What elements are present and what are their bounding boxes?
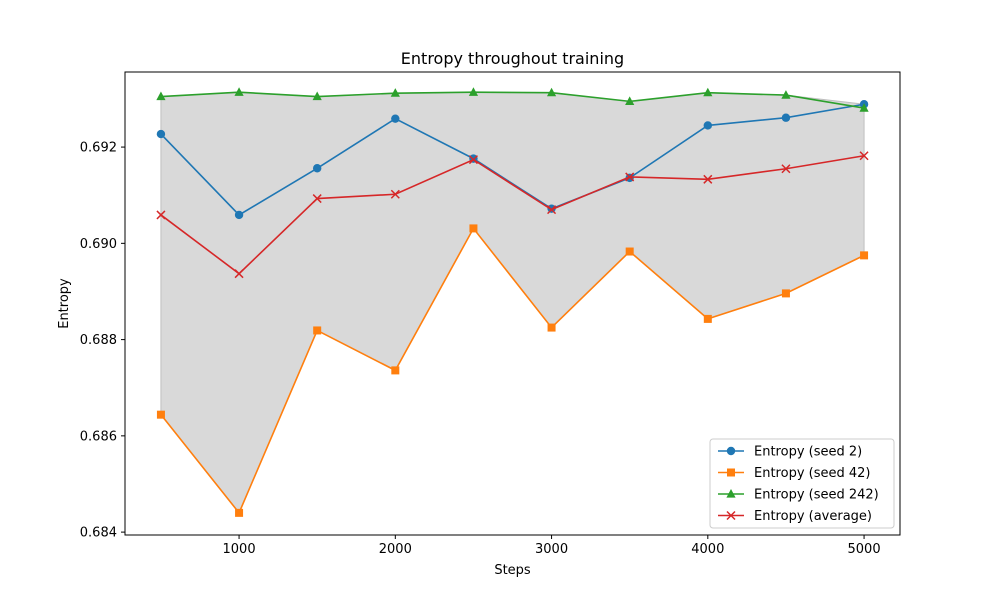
plot-frame bbox=[124, 71, 901, 536]
data-point bbox=[625, 96, 635, 105]
data-point bbox=[156, 410, 165, 419]
legend-entry: Entropy (seed 242) bbox=[718, 488, 879, 503]
x-tick-label: 2000 bbox=[379, 542, 412, 557]
series-3 bbox=[156, 87, 869, 112]
data-point bbox=[469, 224, 478, 233]
data-point bbox=[781, 289, 790, 298]
legend-entry: Entropy (seed 42) bbox=[718, 466, 870, 481]
series-line bbox=[160, 226, 865, 515]
series-4 bbox=[156, 151, 869, 279]
legend-marker bbox=[726, 489, 736, 498]
data-point bbox=[234, 269, 244, 279]
data-point bbox=[781, 113, 791, 122]
legend-entry: Entropy (average) bbox=[718, 509, 872, 524]
legend-entry: Entropy (seed 2) bbox=[718, 445, 862, 460]
legend-marker bbox=[727, 468, 735, 477]
y-tick-label: 0.684 bbox=[80, 526, 117, 541]
x-tick-label: 5000 bbox=[848, 542, 881, 557]
chart-title: Entropy throughout training bbox=[401, 49, 624, 68]
data-point bbox=[860, 251, 869, 260]
data-point bbox=[234, 87, 244, 96]
legend-marker bbox=[726, 510, 736, 521]
legend-label: Entropy (seed 2) bbox=[754, 445, 862, 460]
y-tick-label: 0.686 bbox=[80, 429, 117, 444]
legend-marker bbox=[726, 446, 736, 456]
data-point bbox=[468, 87, 479, 96]
x-axis-title: Steps bbox=[494, 563, 531, 578]
y-tick-label: 0.690 bbox=[80, 237, 117, 252]
series-lines bbox=[156, 87, 869, 517]
data-point bbox=[625, 247, 634, 256]
data-point bbox=[390, 88, 400, 97]
x-axis-ticks: 1000 2000 3000 4000 5000 bbox=[223, 535, 881, 557]
data-point bbox=[781, 90, 791, 99]
data-point bbox=[312, 194, 322, 204]
series-2 bbox=[156, 224, 869, 517]
data-point bbox=[235, 508, 244, 517]
data-point bbox=[703, 87, 713, 97]
data-point bbox=[547, 205, 557, 215]
y-axis-title: Entropy bbox=[57, 278, 72, 329]
data-point bbox=[703, 121, 713, 130]
data-point bbox=[156, 129, 166, 139]
data-point bbox=[859, 103, 869, 112]
series-line bbox=[160, 154, 865, 275]
legend: Entropy (seed 2) Entropy (seed 42) Entropy… bbox=[709, 438, 895, 529]
data-point bbox=[312, 164, 322, 173]
x-tick-label: 1000 bbox=[223, 542, 256, 557]
legend-label: Entropy (seed 42) bbox=[754, 466, 870, 481]
data-point bbox=[156, 210, 166, 220]
data-point bbox=[234, 210, 244, 220]
data-point bbox=[313, 326, 322, 335]
series-line bbox=[160, 103, 865, 216]
y-axis-ticks: 0.684 0.686 0.688 0.690 0.692 bbox=[80, 141, 125, 541]
y-tick-label: 0.688 bbox=[80, 333, 117, 348]
data-point bbox=[625, 172, 635, 182]
legend-box bbox=[709, 438, 895, 529]
data-point bbox=[156, 91, 166, 101]
x-tick-label: 3000 bbox=[535, 542, 568, 557]
data-point bbox=[703, 174, 713, 184]
data-point bbox=[312, 91, 322, 101]
data-point bbox=[468, 155, 478, 165]
data-point bbox=[391, 366, 400, 375]
data-point bbox=[546, 87, 557, 97]
data-point bbox=[781, 164, 791, 174]
y-tick-label: 0.692 bbox=[80, 141, 117, 156]
data-point bbox=[859, 151, 869, 161]
series-line bbox=[160, 91, 865, 109]
x-tick-label: 4000 bbox=[691, 542, 724, 557]
legend-label: Entropy (average) bbox=[754, 509, 872, 524]
legend-label: Entropy (seed 242) bbox=[754, 488, 879, 503]
data-point bbox=[390, 189, 400, 199]
data-point bbox=[391, 114, 400, 123]
data-point bbox=[703, 314, 712, 323]
data-point bbox=[547, 323, 556, 332]
